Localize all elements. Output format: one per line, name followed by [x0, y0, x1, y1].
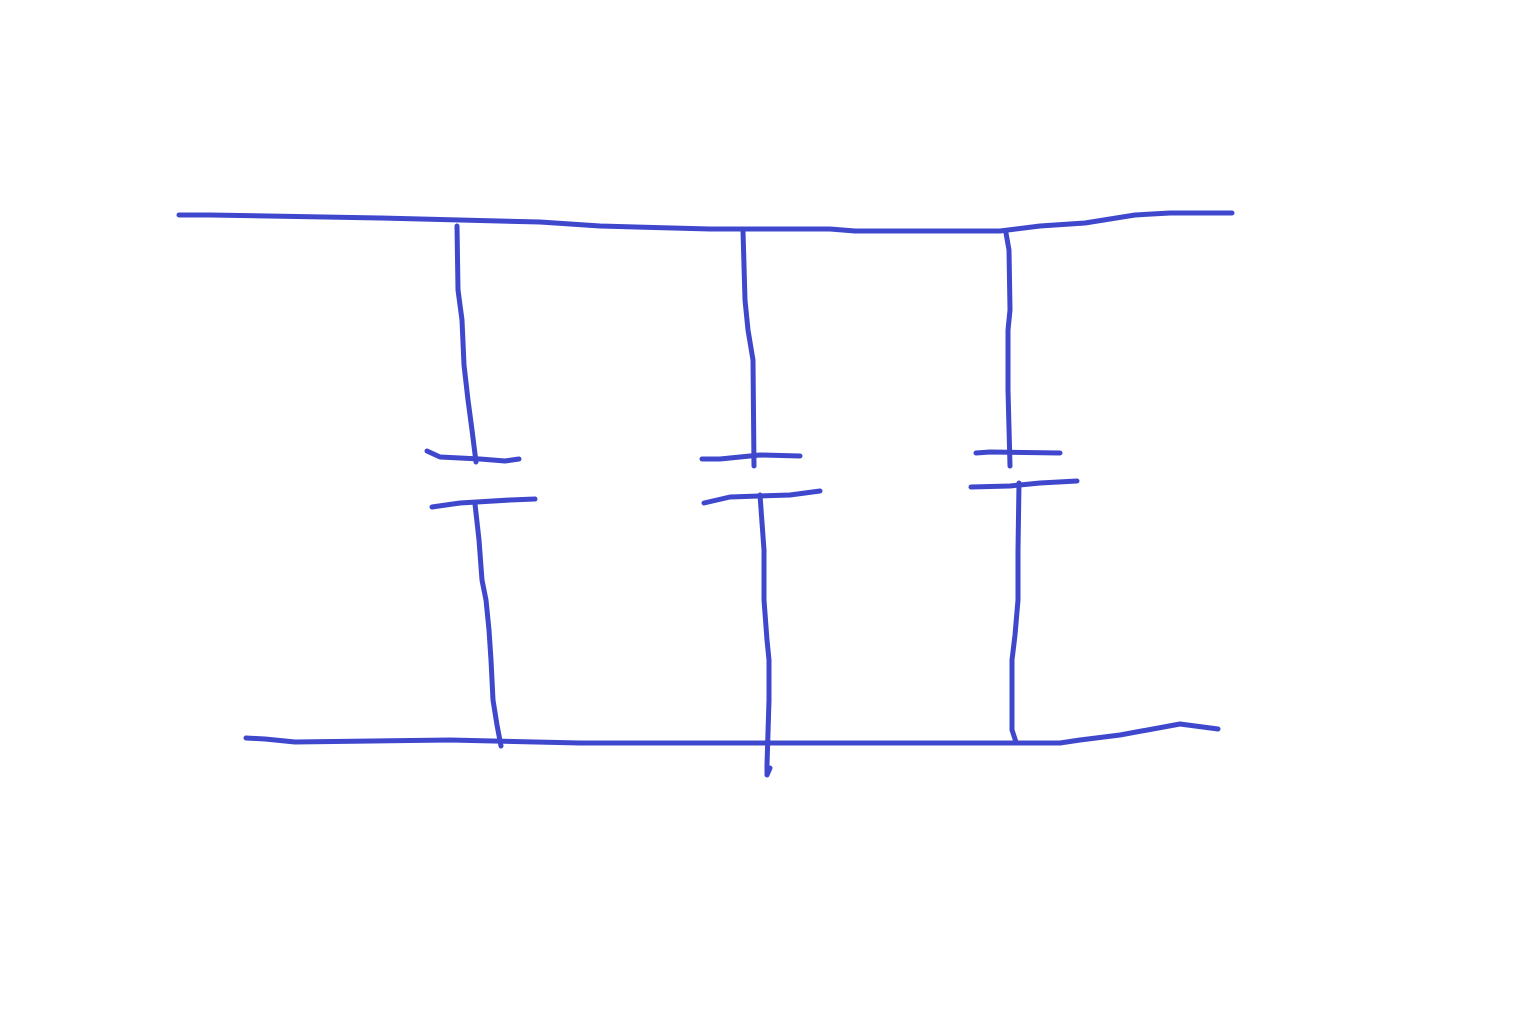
- capacitor-lead: [472, 501, 504, 749]
- capacitor-lead: [1003, 230, 1013, 469]
- capacitor-lead: [1009, 480, 1022, 745]
- capacitor: [968, 230, 1080, 745]
- top-wire: [176, 210, 1235, 234]
- capacitor-lead: [757, 492, 773, 778]
- capacitor: [699, 228, 823, 778]
- capacitor-plate: [424, 448, 522, 464]
- capacitor-plate: [699, 452, 803, 462]
- capacitor-plate: [968, 478, 1080, 490]
- capacitor-plate: [973, 449, 1063, 456]
- capacitor-plate: [429, 496, 538, 510]
- capacitor-lead: [454, 223, 479, 465]
- capacitor: [424, 223, 538, 749]
- bottom-wire: [243, 721, 1221, 746]
- capacitor-lead: [740, 228, 757, 469]
